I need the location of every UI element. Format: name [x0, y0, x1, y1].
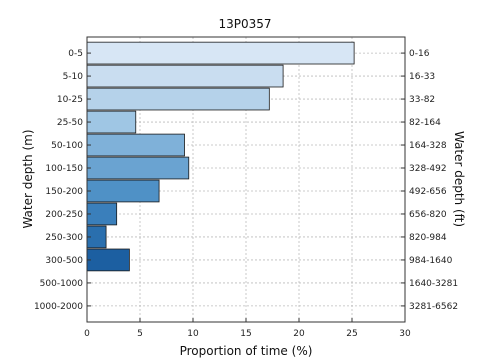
y-tick-label-right: 3281-6562	[409, 302, 458, 312]
x-tick-label: 5	[137, 329, 143, 339]
y-tick-label-left: 250-300	[45, 233, 83, 243]
y-axis-title-right: Water depth (ft)	[452, 131, 466, 227]
y-ticks-left: 0-5 5-10 10-25 25-50 50-100 100-150 150-200 200…	[34, 49, 91, 312]
y-tick-label-right: 1640-3281	[409, 279, 458, 289]
y-tick-label-right: 82-164	[409, 118, 441, 128]
y-tick-label-right: 16-33	[409, 72, 435, 82]
bar	[86, 179, 160, 203]
y-tick-label-left: 150-200	[45, 187, 83, 197]
y-tick-label-left: 25-50	[57, 118, 83, 128]
x-ticks: 0 5 10 15 20 25 30	[84, 318, 411, 339]
y-tick-label-left: 0-5	[68, 49, 83, 59]
bars	[86, 41, 355, 272]
y-tick-label-right: 328-492	[409, 164, 447, 174]
y-tick-label-left: 10-25	[57, 95, 83, 105]
y-tick-label-left: 300-500	[45, 256, 83, 266]
y-tick-label-right: 164-328	[409, 141, 447, 151]
x-tick-label: 0	[84, 329, 90, 339]
y-tick-label-left: 50-100	[51, 141, 83, 151]
bar	[86, 64, 284, 88]
y-tick-label-right: 656-820	[409, 210, 447, 220]
y-tick-label-left: 200-250	[45, 210, 83, 220]
bar	[86, 202, 118, 226]
y-tick-label-right: 33-82	[409, 95, 435, 105]
bar	[86, 133, 185, 157]
x-tick-label: 10	[187, 329, 199, 339]
y-tick-label-right: 492-656	[409, 187, 447, 197]
x-tick-label: 20	[293, 329, 305, 339]
x-tick-label: 25	[346, 329, 357, 339]
bar	[86, 156, 190, 180]
y-tick-label-left: 500-1000	[40, 279, 84, 289]
bar	[86, 248, 130, 272]
chart-title: 13P0357	[218, 17, 271, 31]
y-tick-label-left: 1000-2000	[34, 302, 83, 312]
bar	[86, 87, 270, 111]
bar	[86, 110, 137, 134]
x-axis-title: Proportion of time (%)	[180, 344, 313, 358]
y-tick-label-left: 100-150	[45, 164, 83, 174]
x-tick-label: 30	[399, 329, 411, 339]
x-tick-label: 15	[240, 329, 251, 339]
y-tick-label-right: 820-984	[409, 233, 447, 243]
bar	[86, 41, 355, 65]
y-tick-label-right: 984-1640	[409, 256, 453, 266]
y-tick-label-right: 0-16	[409, 49, 430, 59]
y-tick-label-left: 5-10	[63, 72, 84, 82]
y-axis-title-left: Water depth (m)	[21, 129, 35, 228]
y-ticks-right: 0-16 16-33 33-82 82-164 164-328 328-492 492-65…	[401, 49, 458, 312]
